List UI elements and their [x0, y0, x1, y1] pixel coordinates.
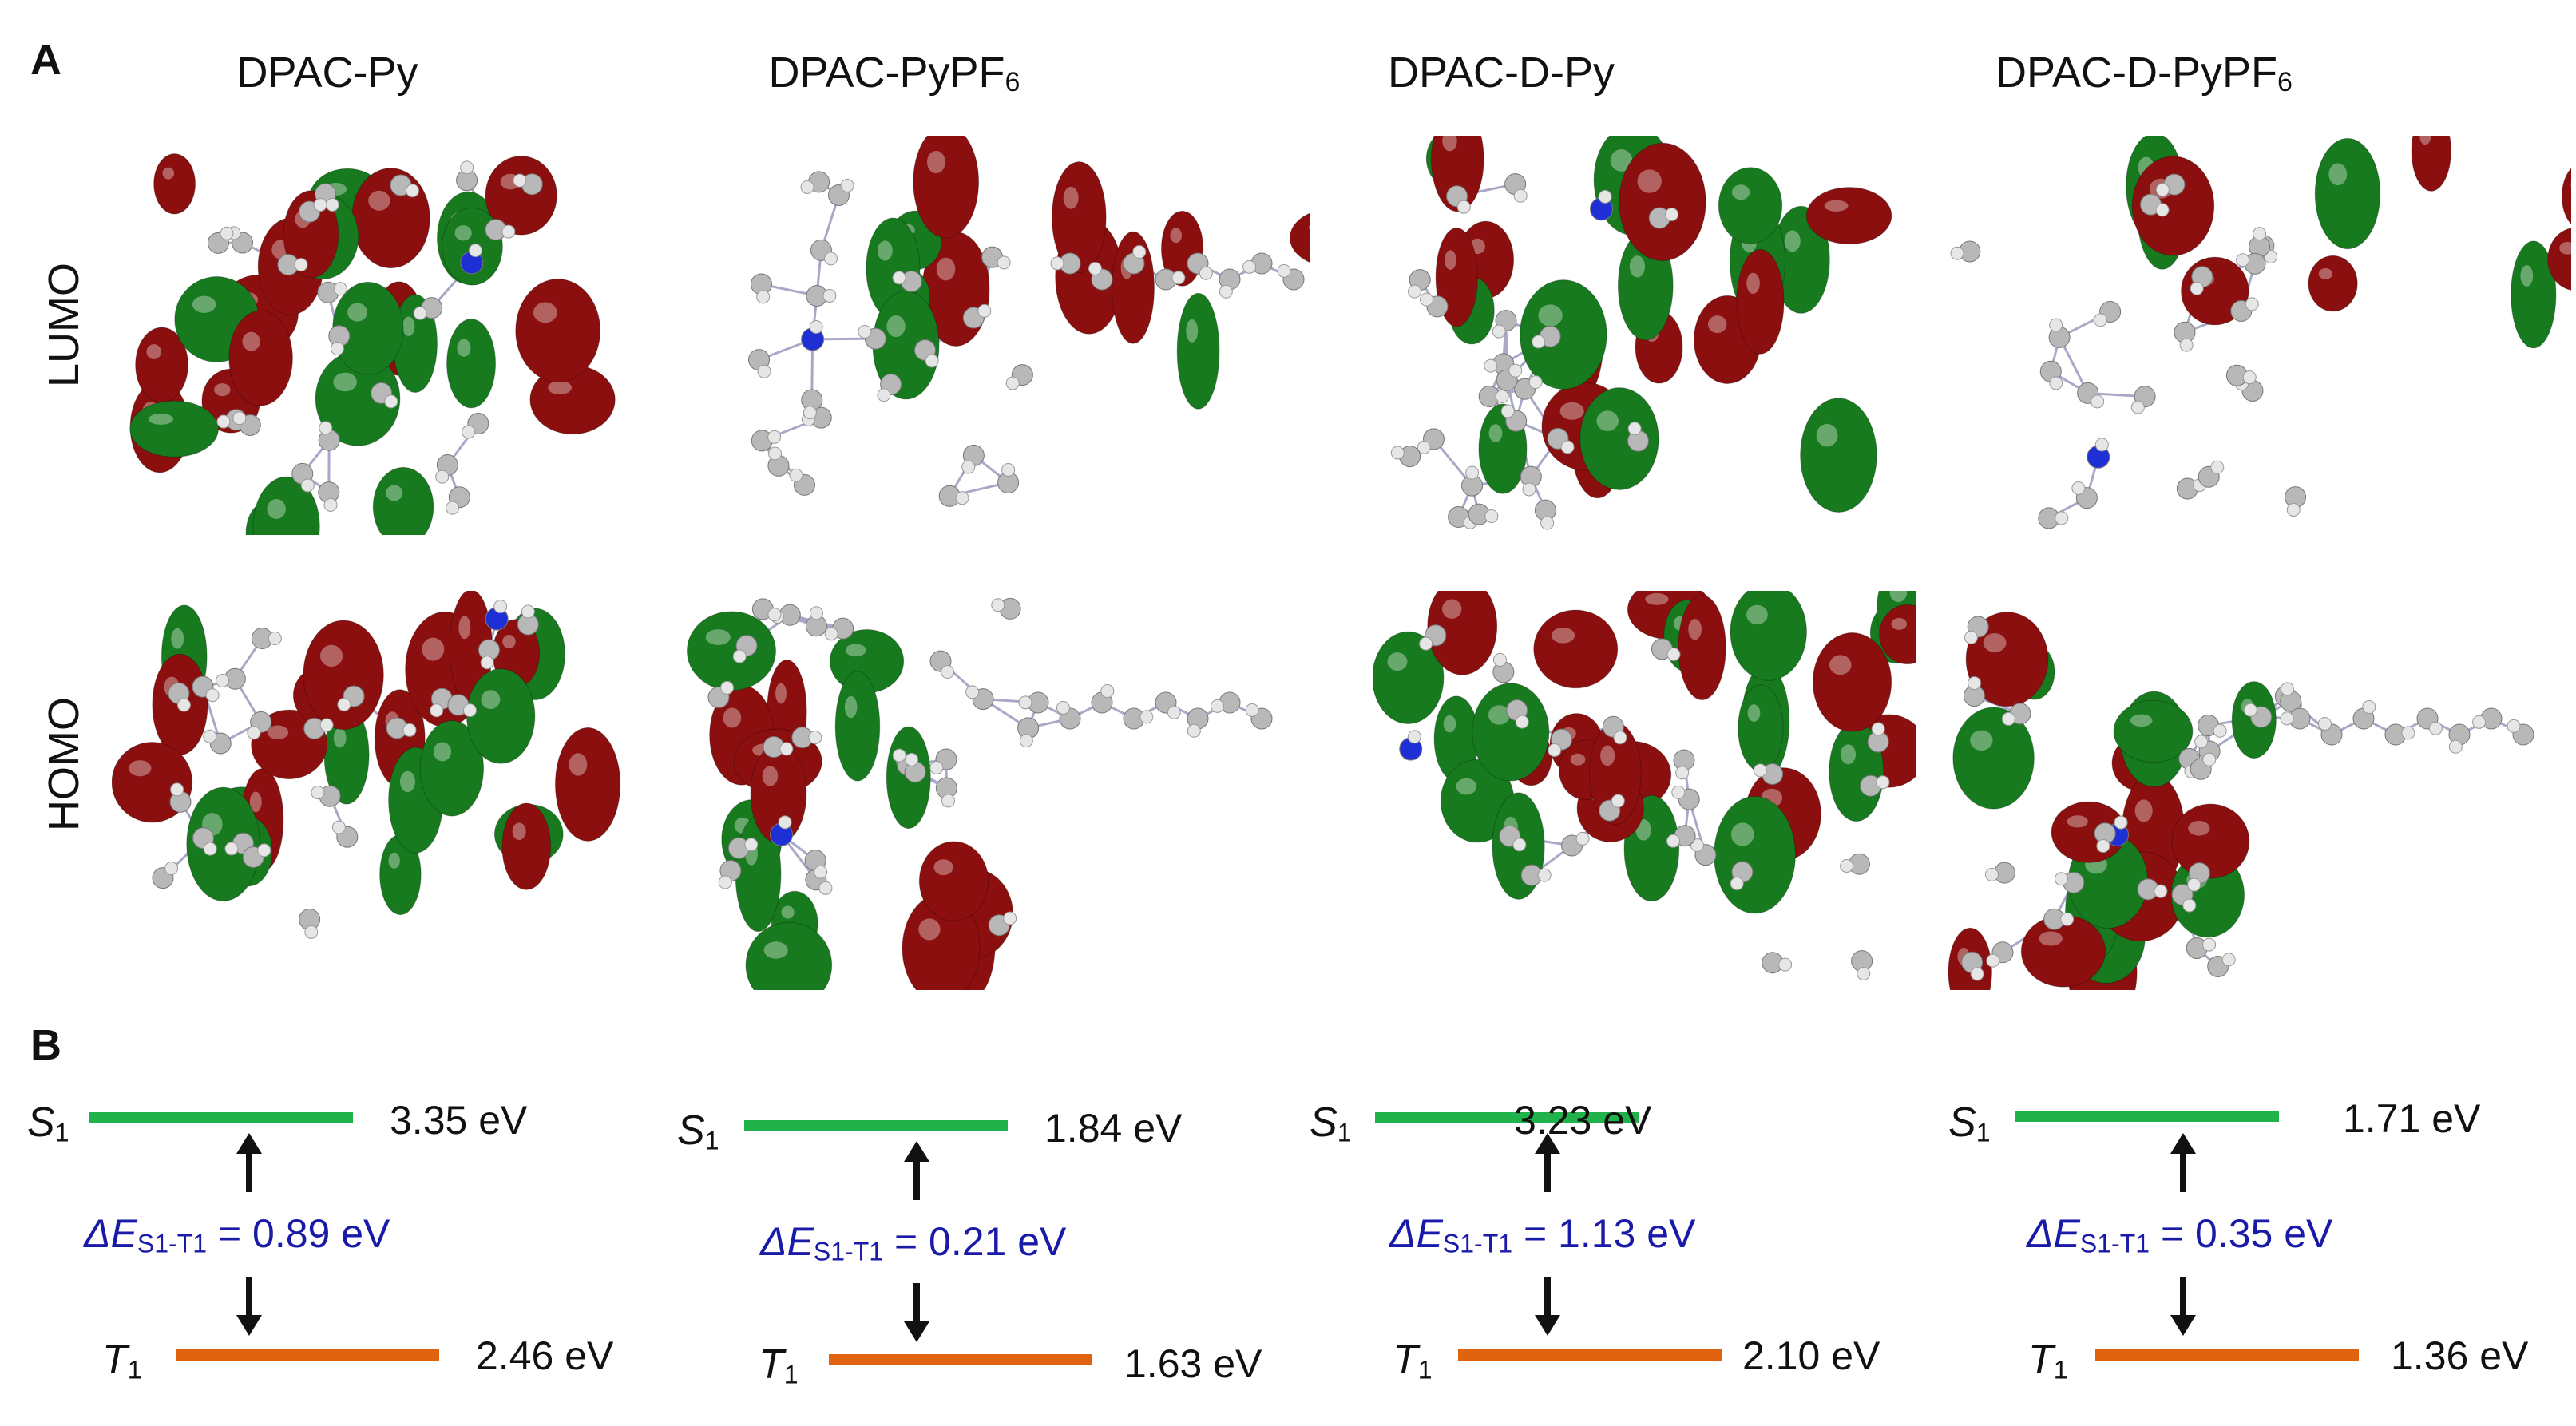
panel-b-label: B — [30, 1021, 61, 1069]
t1-label-3: T1 — [1393, 1337, 1433, 1384]
gap-label-1: ΔES1-T1 = 0.89 eV — [84, 1211, 390, 1258]
orbital-homo-dpac-py — [112, 591, 655, 990]
t1-energy-2: 1.63 eV — [1124, 1341, 1262, 1386]
orbital-lumo-dpac-d-pypf6 — [1948, 136, 2571, 535]
gap-label-2: ΔES1-T1 = 0.21 eV — [760, 1219, 1067, 1266]
molecule-title-4: DPAC-D-PyPF6 — [1995, 49, 2293, 98]
gap-label-3: ΔES1-T1 = 1.13 eV — [1389, 1211, 1696, 1258]
s1-label-3: S1 — [1310, 1099, 1352, 1147]
s1-energy-2: 1.84 eV — [1044, 1106, 1183, 1151]
molecule-title-1: DPAC-Py — [236, 49, 418, 97]
orbital-lumo-dpac-py — [112, 136, 655, 535]
t1-energy-3: 2.10 eV — [1742, 1333, 1880, 1378]
arrow-up-1 — [233, 1130, 265, 1194]
orbital-lumo-dpac-py-image — [129, 153, 616, 535]
arrow-up-3 — [1532, 1130, 1563, 1194]
orbital-homo-dpac-pypf6-image — [687, 597, 1273, 990]
t1-label-2: T1 — [759, 1341, 799, 1389]
arrow-down-3 — [1532, 1275, 1563, 1339]
arrow-up-4 — [2167, 1130, 2199, 1194]
orbital-homo-dpac-py-image — [112, 591, 621, 939]
panel-a-label: A — [30, 36, 61, 84]
t1-label-1: T1 — [102, 1337, 142, 1384]
orbital-lumo-dpac-d-py-image — [1390, 136, 1892, 530]
gap-label-4: ΔES1-T1 = 0.35 eV — [2027, 1211, 2333, 1258]
arrow-down-1 — [233, 1275, 265, 1339]
row-label-homo: HOMO — [40, 697, 88, 831]
orbital-lumo-dpac-d-pypf6-image — [1950, 136, 2571, 529]
s1-energy-4: 1.71 eV — [2343, 1096, 2481, 1141]
s1-level-4 — [2015, 1111, 2279, 1122]
t1-energy-4: 1.36 eV — [2391, 1333, 2529, 1378]
arrow-down-4 — [2167, 1275, 2199, 1339]
orbital-homo-dpac-d-py — [1373, 591, 1916, 990]
s1-label-4: S1 — [1948, 1099, 1991, 1147]
t1-level-4 — [2095, 1349, 2359, 1361]
t1-level-3 — [1458, 1349, 1722, 1361]
arrow-down-2 — [901, 1281, 933, 1345]
s1-label-2: S1 — [677, 1107, 719, 1155]
s1-label-1: S1 — [27, 1099, 69, 1147]
s1-level-1 — [89, 1112, 353, 1123]
s1-level-2 — [744, 1120, 1008, 1131]
s1-level-3 — [1375, 1112, 1639, 1123]
t1-level-1 — [176, 1349, 439, 1361]
orbital-homo-dpac-pypf6 — [687, 591, 1310, 990]
s1-energy-1: 3.35 eV — [390, 1098, 528, 1143]
orbital-homo-dpac-d-pypf6-image — [1948, 612, 2534, 990]
orbital-homo-dpac-d-pypf6 — [1948, 591, 2571, 990]
t1-label-4: T1 — [2028, 1337, 2068, 1384]
molecule-title-3: DPAC-D-Py — [1387, 49, 1615, 97]
arrow-up-2 — [901, 1138, 933, 1202]
orbital-lumo-dpac-d-py — [1373, 136, 1916, 535]
molecule-title-2: DPAC-PyPF6 — [768, 49, 1020, 98]
t1-level-2 — [829, 1354, 1092, 1365]
s1-energy-3: 3.23 eV — [1514, 1098, 1652, 1143]
orbital-lumo-dpac-pypf6-image — [748, 136, 1310, 507]
orbital-homo-dpac-d-py-image — [1373, 591, 1916, 980]
t1-energy-1: 2.46 eV — [476, 1333, 614, 1378]
orbital-lumo-dpac-pypf6 — [687, 136, 1310, 535]
row-label-lumo: LUMO — [40, 263, 88, 388]
